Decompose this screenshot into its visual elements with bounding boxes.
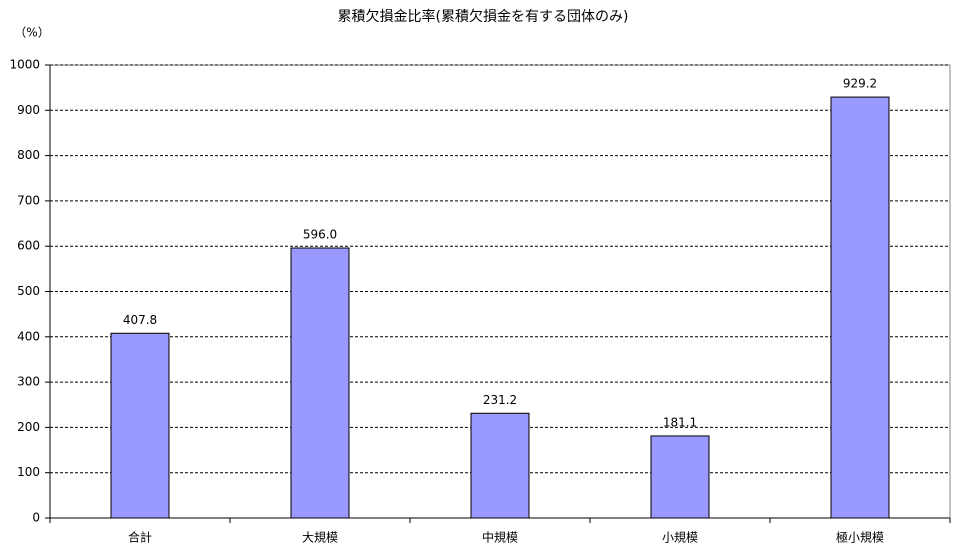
y-tick-label: 800 <box>17 148 40 162</box>
value-label: 596.0 <box>303 228 337 242</box>
y-tick-label: 700 <box>17 193 40 207</box>
y-tick-label: 900 <box>17 103 40 117</box>
chart-title: 累積欠損金比率(累積欠損金を有する団体のみ) <box>338 8 629 25</box>
bar <box>110 332 170 519</box>
value-label: 231.2 <box>483 393 517 407</box>
x-tick-label: 極小規模 <box>836 530 884 545</box>
y-tick-label: 0 <box>32 511 40 525</box>
y-tick-label: 1000 <box>9 58 40 72</box>
value-label: 407.8 <box>123 313 157 327</box>
x-tick-label: 大規模 <box>302 530 338 545</box>
bar <box>470 412 530 519</box>
bar <box>650 435 710 519</box>
y-tick-label: 100 <box>17 465 40 479</box>
y-axis-label: （%） <box>14 26 49 40</box>
bar <box>290 247 350 519</box>
value-label: 181.1 <box>663 415 697 429</box>
y-tick-label: 300 <box>17 375 40 389</box>
bar <box>830 96 890 519</box>
x-tick-label: 小規模 <box>662 530 698 545</box>
value-label: 929.2 <box>843 77 877 91</box>
y-tick-label: 400 <box>17 329 40 343</box>
x-tick-label: 中規模 <box>482 530 518 545</box>
y-tick-label: 500 <box>17 284 40 298</box>
y-tick-label: 600 <box>17 239 40 253</box>
x-tick-label: 合計 <box>128 530 152 545</box>
y-tick-label: 200 <box>17 420 40 434</box>
